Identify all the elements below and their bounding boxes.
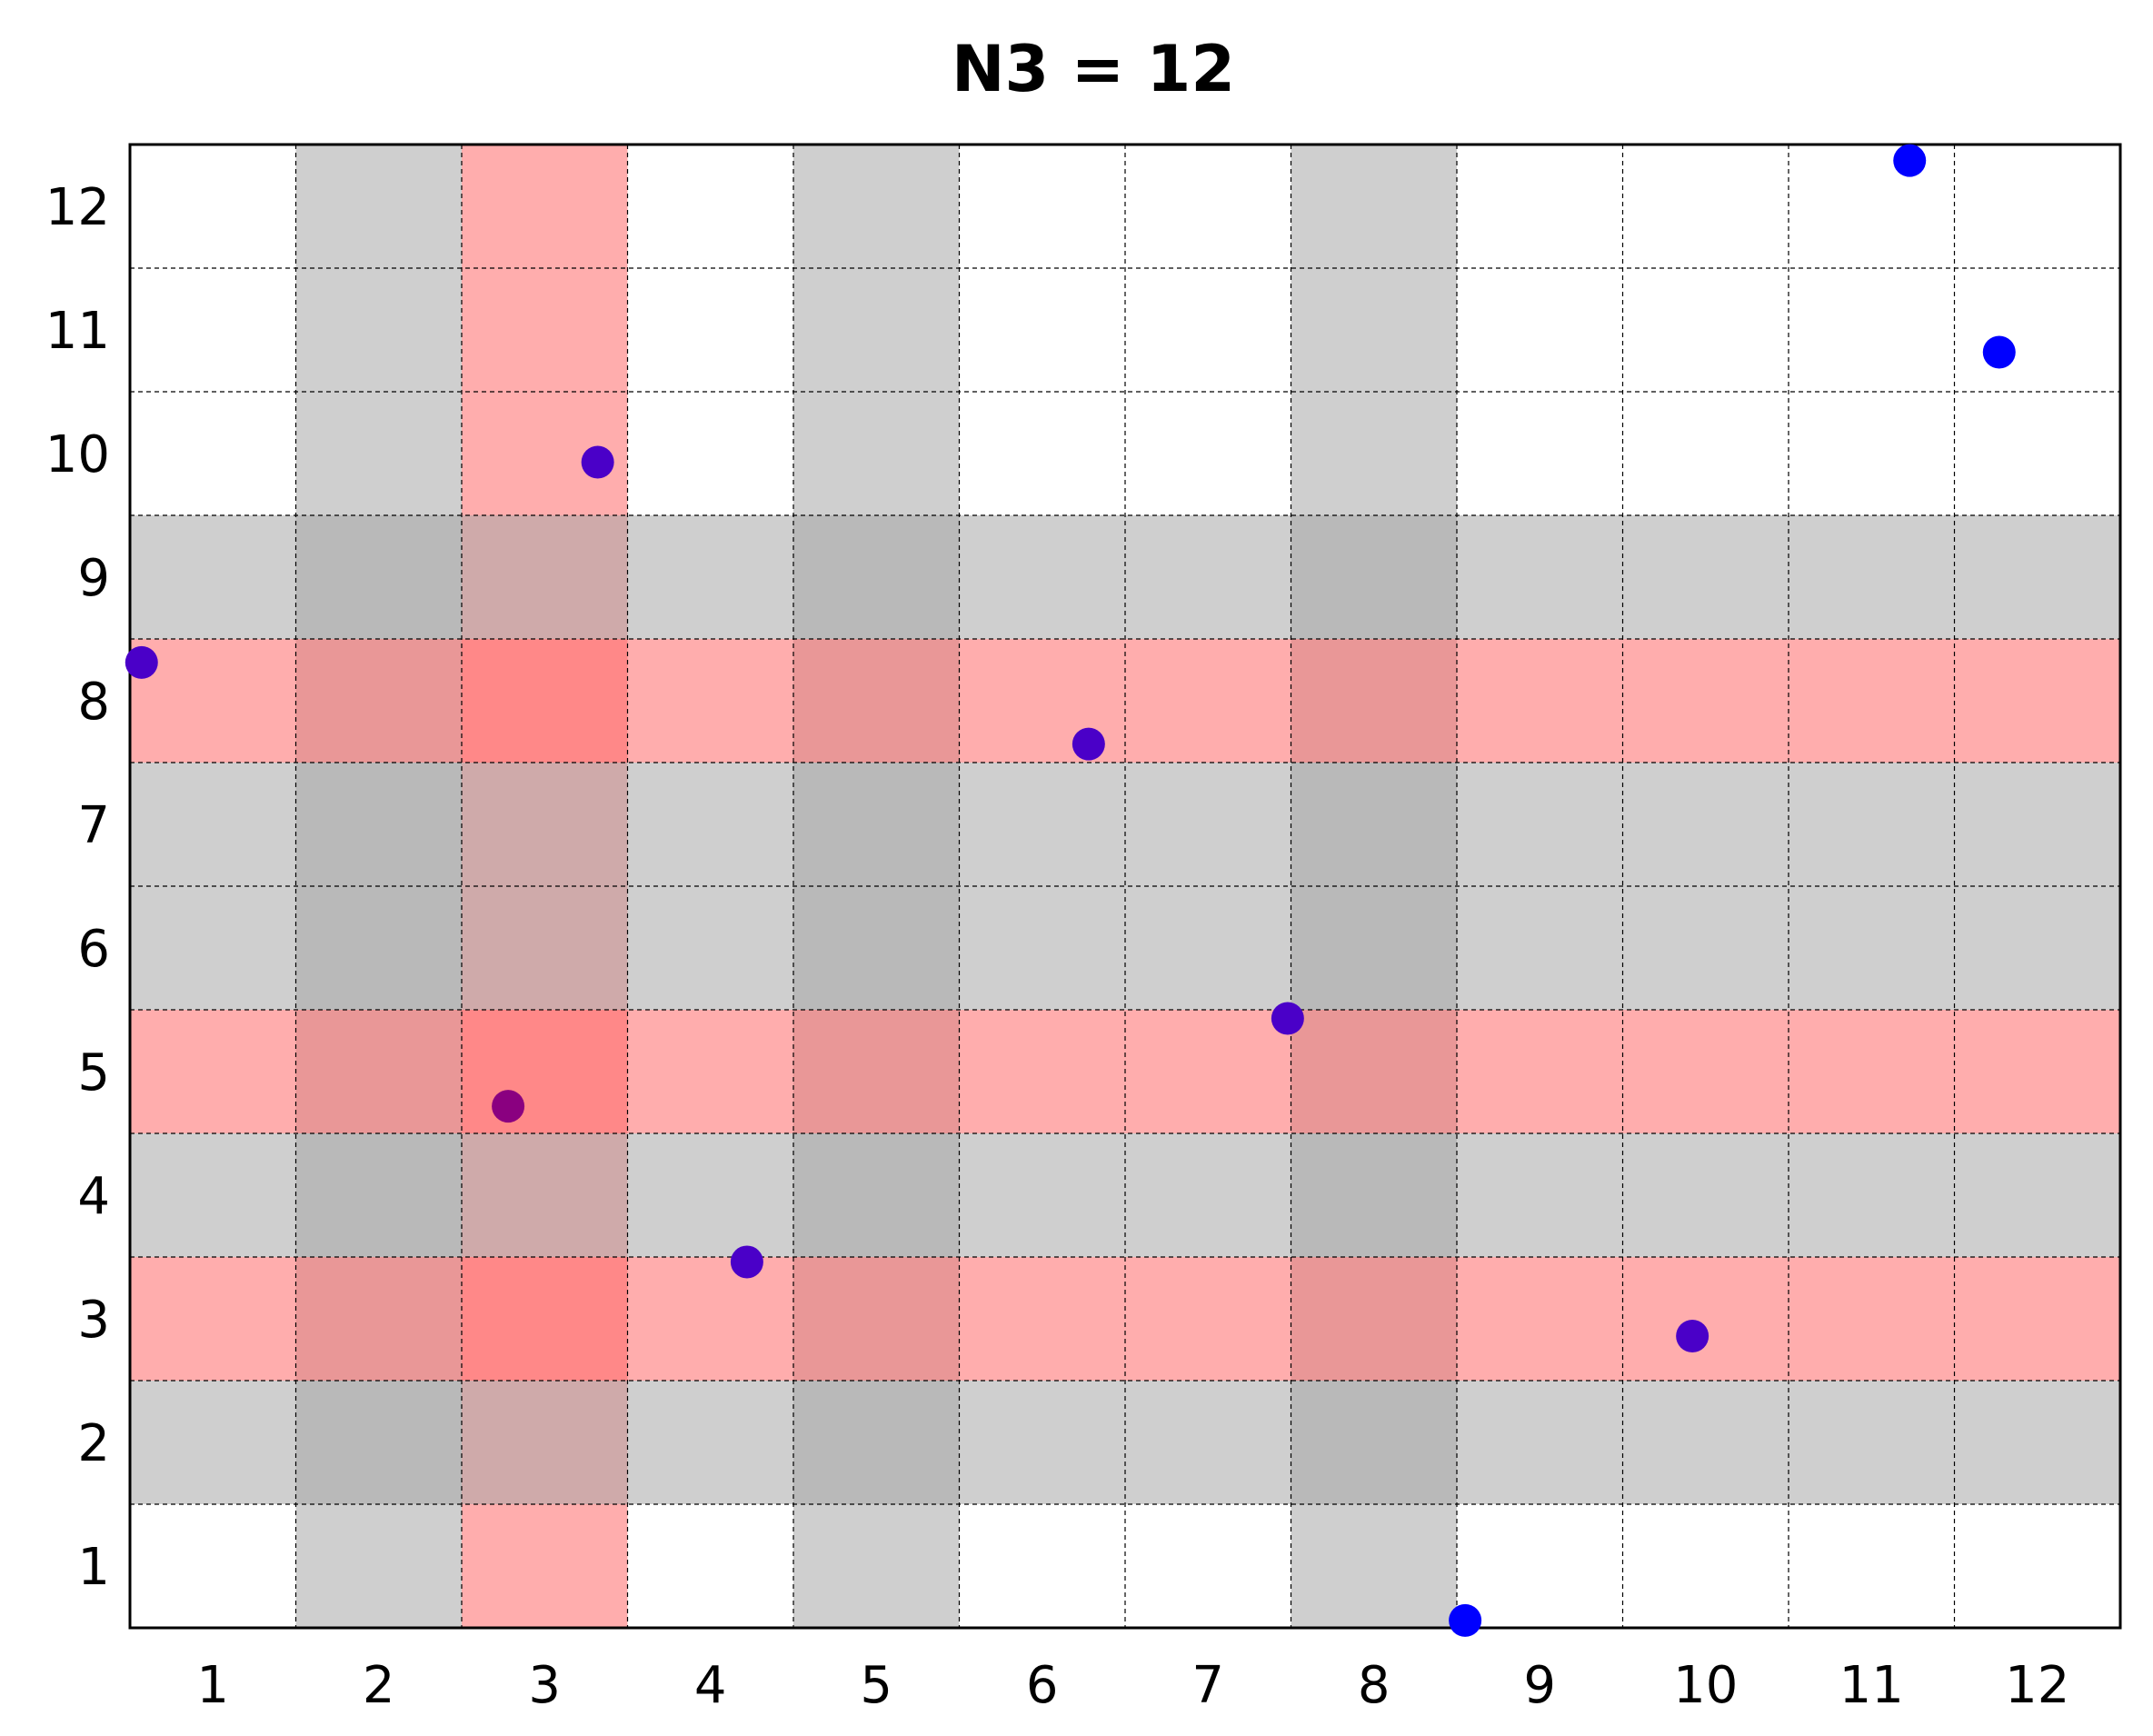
scatter-point — [1982, 335, 2016, 369]
scatter-point — [1676, 1320, 1709, 1353]
x-tick-label: 12 — [2005, 1656, 2069, 1715]
y-tick-label: 12 — [45, 178, 110, 237]
x-tick-label: 2 — [363, 1656, 395, 1715]
scatter-point — [125, 645, 158, 679]
scatter-point — [581, 445, 614, 479]
y-tick-label: 2 — [77, 1414, 110, 1473]
grid-lines — [130, 145, 2120, 1628]
x-tick-label: 5 — [860, 1656, 892, 1715]
scatter-point — [492, 1090, 525, 1123]
scatter-point — [730, 1245, 763, 1279]
x-tick-label: 6 — [1026, 1656, 1059, 1715]
x-axis-ticks: 1 2 3 4 5 6 7 8 9 10 11 12 — [196, 1656, 2069, 1715]
y-tick-label: 10 — [45, 425, 110, 484]
scatter-point — [1449, 1603, 1482, 1637]
y-tick-label: 8 — [77, 673, 110, 732]
x-tick-label: 3 — [528, 1656, 561, 1715]
scatter-point — [1072, 727, 1105, 761]
chart-title: N3 = 12 — [952, 32, 1235, 106]
x-tick-label: 11 — [1839, 1656, 1904, 1715]
x-tick-label: 4 — [694, 1656, 727, 1715]
x-tick-label: 10 — [1673, 1656, 1738, 1715]
plot-frame — [128, 143, 2122, 1630]
x-tick-label: 9 — [1523, 1656, 1556, 1715]
y-tick-label: 6 — [77, 920, 110, 979]
y-tick-label: 4 — [77, 1167, 110, 1226]
y-tick-label: 5 — [77, 1043, 110, 1102]
y-tick-label: 1 — [77, 1538, 110, 1597]
y-tick-label: 3 — [77, 1291, 110, 1350]
y-tick-label: 11 — [45, 302, 110, 361]
scatter-points — [125, 144, 2016, 1637]
x-tick-label: 1 — [196, 1656, 229, 1715]
scatter-point — [1893, 144, 1927, 177]
y-tick-label: 9 — [77, 549, 110, 608]
y-tick-label: 7 — [77, 796, 110, 855]
row-band-gray-9 — [130, 515, 2120, 639]
x-tick-label: 8 — [1358, 1656, 1390, 1715]
scatter-point — [1271, 1002, 1304, 1035]
x-tick-label: 7 — [1191, 1656, 1224, 1715]
row-band-gray-2 — [130, 1381, 2120, 1504]
